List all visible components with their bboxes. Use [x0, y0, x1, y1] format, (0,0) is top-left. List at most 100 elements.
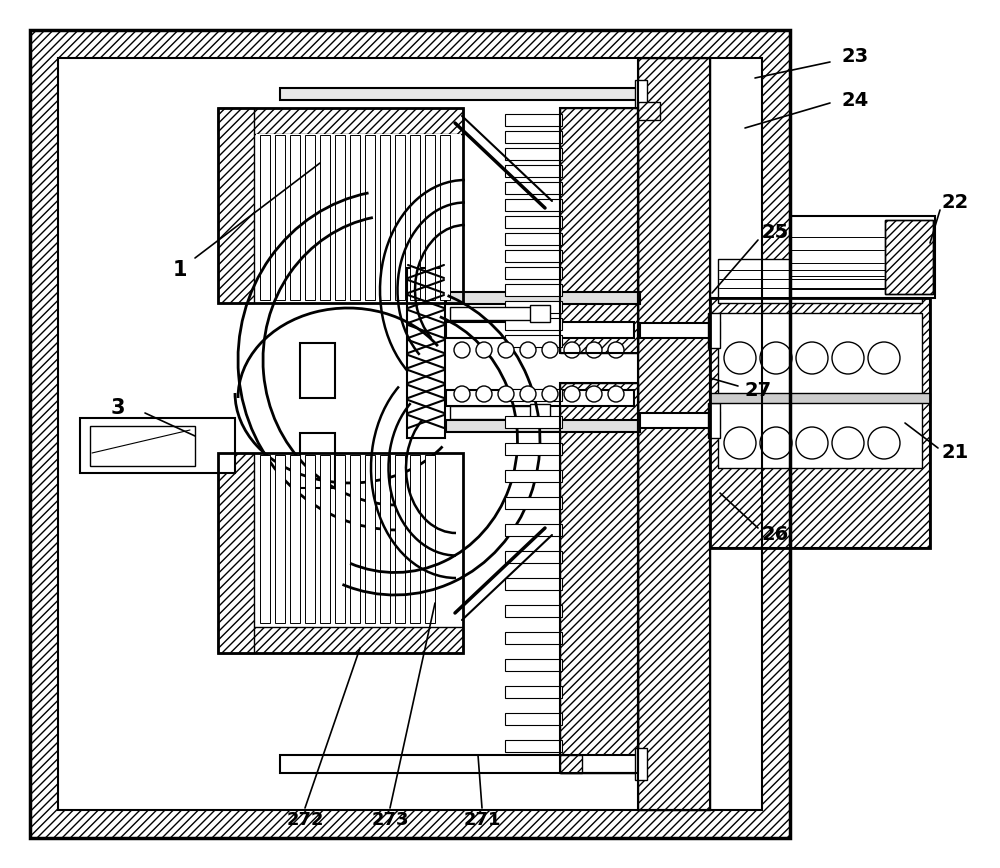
Bar	[505, 659, 562, 671]
Bar	[275, 135, 285, 300]
Bar	[218, 108, 463, 134]
Text: 21: 21	[941, 444, 969, 463]
Bar	[30, 30, 790, 838]
Bar	[90, 426, 195, 466]
Bar	[350, 135, 360, 300]
Circle shape	[520, 386, 536, 402]
Text: 3: 3	[111, 398, 125, 418]
Circle shape	[724, 427, 756, 459]
Circle shape	[586, 386, 602, 402]
Bar	[320, 135, 330, 300]
Bar	[505, 740, 562, 752]
Text: 24: 24	[841, 90, 869, 109]
Circle shape	[454, 386, 470, 402]
Circle shape	[586, 342, 602, 358]
Bar	[530, 305, 550, 322]
Bar	[275, 455, 285, 623]
Text: 25: 25	[761, 223, 789, 242]
Bar	[410, 455, 420, 623]
Bar	[505, 551, 562, 563]
Bar	[505, 131, 562, 143]
Bar	[638, 58, 710, 810]
Bar	[260, 455, 270, 623]
Bar	[300, 343, 335, 398]
Bar	[218, 627, 463, 653]
Circle shape	[542, 386, 558, 402]
Bar	[710, 393, 930, 403]
Bar	[505, 578, 562, 590]
Bar	[410, 135, 420, 300]
Bar	[218, 453, 254, 653]
Bar	[708, 403, 720, 438]
Bar	[718, 313, 922, 468]
Bar	[560, 383, 638, 773]
Circle shape	[608, 342, 624, 358]
Circle shape	[498, 386, 514, 402]
Circle shape	[454, 342, 470, 358]
Bar	[505, 114, 562, 126]
Bar	[218, 108, 254, 303]
Circle shape	[608, 386, 624, 402]
Bar	[505, 497, 562, 509]
Bar	[290, 455, 300, 623]
Circle shape	[868, 427, 900, 459]
Bar	[260, 135, 270, 300]
Circle shape	[520, 342, 536, 358]
Bar	[530, 404, 550, 421]
Bar	[305, 455, 315, 623]
Bar	[280, 755, 642, 773]
Bar	[718, 259, 922, 303]
Bar	[505, 335, 562, 347]
Circle shape	[796, 342, 828, 374]
Text: 23: 23	[841, 47, 869, 65]
Bar	[58, 58, 762, 810]
Bar	[218, 453, 463, 653]
Circle shape	[868, 342, 900, 374]
Bar	[505, 233, 562, 245]
Circle shape	[476, 342, 492, 358]
Bar	[505, 199, 562, 211]
Bar	[560, 383, 638, 773]
Bar	[505, 148, 562, 160]
Bar	[560, 755, 582, 773]
Bar	[505, 686, 562, 698]
Bar	[638, 102, 660, 120]
Circle shape	[542, 342, 558, 358]
Bar	[305, 135, 315, 300]
Bar	[505, 389, 562, 401]
Bar	[560, 108, 638, 353]
Bar	[446, 420, 640, 432]
Bar	[450, 307, 535, 320]
Text: 22: 22	[941, 194, 969, 213]
Circle shape	[476, 386, 492, 402]
Bar	[505, 632, 562, 644]
Bar	[407, 268, 445, 438]
Text: 272: 272	[286, 811, 324, 829]
Bar	[505, 250, 562, 262]
Bar	[640, 323, 720, 338]
Bar	[446, 292, 640, 304]
Bar	[450, 406, 535, 419]
Bar	[635, 80, 647, 108]
Text: 26: 26	[761, 525, 789, 544]
Bar	[505, 318, 562, 330]
Circle shape	[760, 342, 792, 374]
Bar	[710, 298, 930, 548]
Circle shape	[564, 342, 580, 358]
Bar	[320, 455, 330, 623]
Bar	[440, 135, 450, 300]
Bar	[80, 418, 235, 473]
Bar	[560, 108, 638, 353]
Bar	[280, 88, 640, 100]
Bar	[290, 135, 300, 300]
Circle shape	[832, 427, 864, 459]
Bar	[505, 416, 562, 428]
Bar	[335, 455, 345, 623]
Text: 27: 27	[744, 380, 772, 399]
Bar	[505, 605, 562, 617]
Bar	[30, 30, 790, 838]
Bar	[505, 267, 562, 279]
Circle shape	[832, 342, 864, 374]
Bar	[446, 322, 634, 338]
Circle shape	[796, 427, 828, 459]
